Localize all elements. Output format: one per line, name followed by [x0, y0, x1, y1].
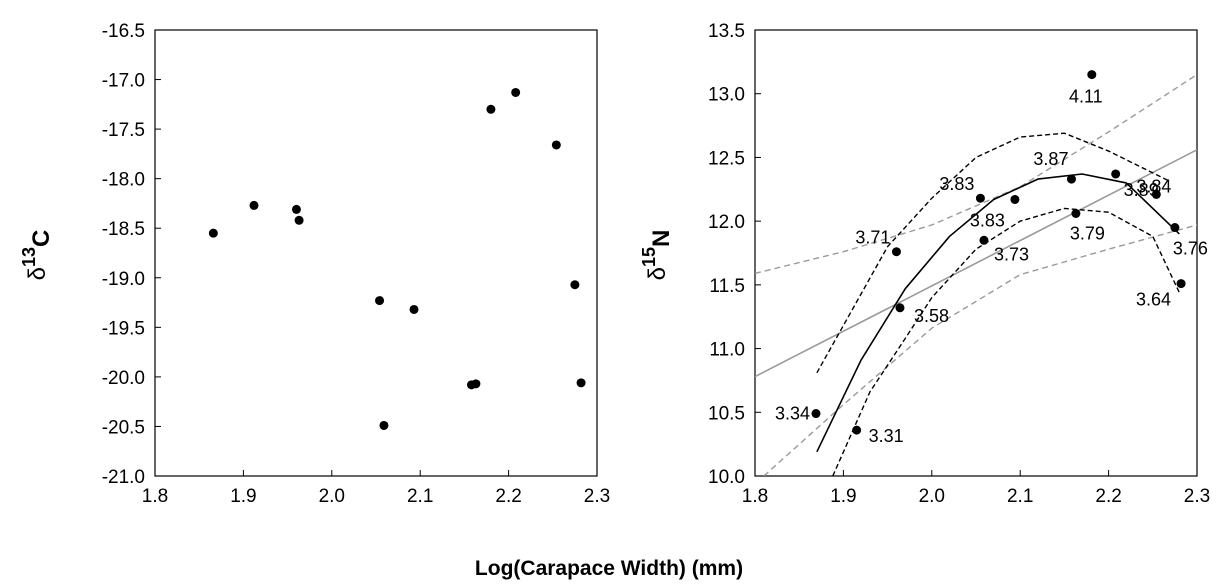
data-point	[1111, 169, 1121, 179]
y-tick-label: -21.0	[102, 467, 145, 488]
data-point	[294, 215, 304, 225]
y-tick-label: -19.5	[102, 318, 145, 339]
data-point	[249, 200, 259, 210]
data-point	[1176, 279, 1186, 289]
y-tick-label: 11.0	[709, 340, 745, 361]
y-tick-label: -16.5	[102, 21, 145, 42]
data-point-label: 3.84	[1136, 176, 1171, 196]
fit-curve-quadratic-ci	[832, 207, 1180, 476]
data-point	[852, 425, 862, 435]
x-tick-label: 2.0	[319, 486, 345, 507]
y-tick-label: 12.0	[708, 212, 745, 233]
fit-curve-quadratic-ci	[816, 132, 1171, 374]
x-tick-label: 2.2	[1095, 486, 1121, 507]
y-tick-label: -20.0	[102, 368, 145, 389]
y-tick-label: 13.5	[708, 21, 745, 42]
x-tick-label: 2.0	[919, 486, 945, 507]
data-point-label: 3.87	[1033, 149, 1068, 169]
data-point	[1066, 174, 1076, 184]
data-point-label: 4.11	[1069, 87, 1103, 107]
y-tick-label: 11.5	[709, 276, 745, 297]
data-point	[895, 303, 905, 313]
x-tick-label: 1.8	[142, 486, 168, 507]
data-point	[471, 379, 481, 389]
data-point	[570, 280, 580, 290]
data-point-label: 3.76	[1173, 239, 1208, 259]
data-point	[1010, 194, 1020, 204]
y-tick-label: 12.5	[708, 148, 745, 169]
data-point	[979, 235, 989, 245]
panel-left-d13c: -21.0 -20.5 -20.0 -19.5 -19.0 -18.5 -18.0 -17.5…	[19, 21, 610, 507]
data-point	[511, 87, 521, 97]
data-point	[551, 140, 561, 150]
y-axis-label: δ15N	[639, 230, 675, 281]
y-tick-label: -19.0	[102, 269, 145, 290]
fit-curve-linear-ci	[755, 74, 1197, 275]
plot-frame	[754, 29, 1198, 477]
y-tick-label: -20.5	[102, 417, 145, 438]
y-tick-label: 10.5	[708, 403, 745, 424]
data-point-label: 3.83	[939, 174, 974, 194]
x-tick-label: 2.2	[495, 486, 521, 507]
y-tick-label: 13.0	[708, 85, 745, 106]
x-tick-label: 1.9	[830, 486, 856, 507]
data-point-label: 3.34	[775, 404, 810, 424]
data-point	[1170, 223, 1180, 233]
x-tick-label: 2.3	[1184, 486, 1210, 507]
data-point	[379, 420, 389, 430]
data-point	[891, 247, 901, 257]
shared-x-axis-label: Log(Carapace Width) (mm)	[475, 557, 743, 580]
data-point-label: 3.73	[994, 244, 1029, 264]
data-point	[576, 378, 586, 388]
data-point	[208, 228, 218, 238]
fit-curve-linear	[755, 149, 1197, 378]
data-point-label: 3.58	[914, 306, 949, 326]
y-axis-label: δ13C	[19, 230, 55, 281]
y-tick-label: -18.5	[102, 219, 145, 240]
x-tick-label: 1.9	[230, 486, 256, 507]
y-tick-label: -17.5	[102, 120, 145, 141]
plot-frame	[154, 29, 598, 477]
x-tick-label: 2.3	[584, 486, 610, 507]
data-point-label: 3.83	[970, 210, 1005, 230]
y-tick-label: -17.0	[102, 71, 145, 92]
data-point	[975, 193, 985, 203]
y-tick-label: -18.0	[102, 170, 145, 191]
data-point	[291, 204, 301, 214]
data-point	[375, 296, 385, 306]
data-point	[486, 104, 496, 114]
data-point	[1087, 70, 1097, 80]
x-tick-label: 2.1	[1007, 486, 1033, 507]
data-point-label: 3.71	[855, 228, 890, 248]
fit-curve-quadratic	[816, 173, 1180, 453]
x-tick-label: 2.1	[407, 486, 433, 507]
y-tick-label: 10.0	[708, 467, 745, 488]
data-point-label: 3.64	[1136, 290, 1171, 310]
data-point	[1071, 208, 1081, 218]
panel-right-d15n: 10.0 10.5 11.0 11.5 12.0 12.5 13.0 13.5 1.8 1.9 2.…	[639, 21, 1210, 507]
fit-curve-linear-ci	[763, 224, 1197, 476]
data-point-label: 3.89	[1124, 180, 1159, 200]
data-point	[811, 409, 821, 419]
data-point	[1151, 189, 1161, 199]
data-point	[409, 304, 419, 314]
x-tick-label: 1.8	[742, 486, 768, 507]
data-point-label: 3.79	[1070, 223, 1105, 243]
data-point-label: 3.31	[869, 426, 904, 446]
